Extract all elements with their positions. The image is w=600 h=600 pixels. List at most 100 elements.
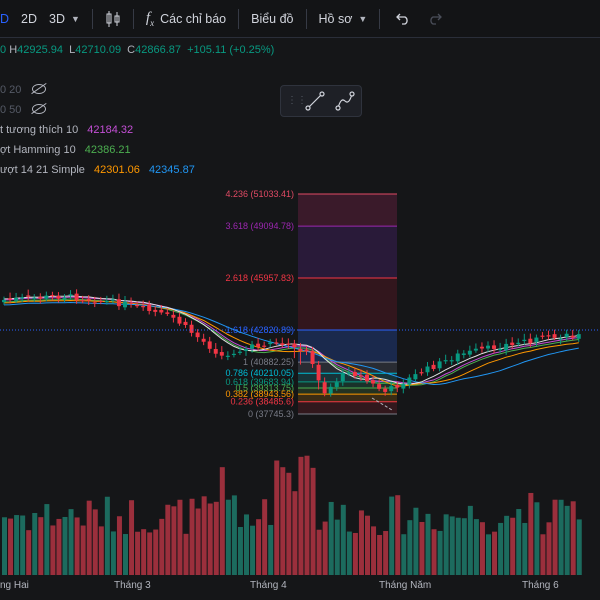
volume-bar — [80, 525, 86, 575]
candle-body — [558, 338, 563, 340]
volume-bar — [473, 519, 479, 575]
moving-average-line — [3, 295, 579, 385]
fib-level-label: 0.618 (39683.94) — [225, 377, 294, 387]
volume-bar — [44, 504, 50, 575]
moving-average-line — [3, 296, 579, 384]
volume-bar — [576, 519, 582, 575]
candle-body — [38, 296, 43, 299]
candle-body — [352, 371, 357, 376]
ma-cross-params: 14 21 Simple — [20, 164, 85, 176]
adaptive-ma-value: 42184.32 — [87, 124, 134, 136]
volume-bar — [389, 496, 395, 575]
volume-bar — [546, 522, 552, 575]
candle-body — [546, 335, 551, 337]
floating-drawing-toolbar[interactable]: ⋮⋮ — [280, 85, 362, 117]
candle-body — [177, 316, 182, 324]
interval-button[interactable]: D — [0, 0, 15, 37]
candle-body — [443, 360, 448, 362]
fib-zone — [298, 381, 397, 389]
trend-line-icon[interactable] — [303, 89, 327, 113]
fib-zone — [298, 401, 397, 414]
indicators-button[interactable]: fx Các chỉ báo — [140, 0, 232, 37]
toolbar-divider — [132, 8, 134, 29]
volume-bar — [401, 534, 407, 575]
candle-body — [552, 334, 557, 338]
hamming-ma-label: ợt Hamming — [0, 144, 61, 156]
redo-button[interactable] — [420, 0, 450, 37]
candle-body — [68, 294, 73, 296]
candle-body — [250, 344, 255, 349]
top-toolbar: D 2D 3D ▼ fx Các chỉ báo Biểu đồ Hồ sơ ▼ — [0, 0, 600, 38]
ma-cross-legend[interactable]: ượt 14 21 Simple 42301.06 42345.87 — [0, 164, 195, 176]
volume-bar — [237, 526, 243, 575]
volume-bar — [177, 499, 183, 575]
interval-2d-button[interactable]: 2D — [15, 0, 43, 37]
volume-bar — [104, 496, 110, 575]
ma-cross-value-2: 42345.87 — [148, 164, 195, 176]
volume-bar — [207, 503, 213, 575]
interval-label: D — [0, 11, 10, 26]
volume-bar — [431, 529, 437, 575]
candle-body — [274, 342, 279, 344]
ma50-label: 0 50 — [0, 104, 22, 116]
candle-body — [268, 342, 273, 345]
profile-label: Hồ sơ — [318, 11, 353, 26]
volume-bar — [110, 531, 116, 575]
candle-body — [280, 343, 285, 346]
candle-body — [310, 350, 315, 364]
candle-body — [74, 293, 79, 301]
volume-bar — [528, 492, 534, 575]
moving-average-line — [3, 299, 579, 387]
interval-3d-button[interactable]: 3D ▼ — [43, 0, 86, 37]
candle-body — [141, 306, 146, 308]
candle-body — [183, 321, 188, 325]
candle-body — [50, 294, 55, 297]
drag-handle-icon[interactable]: ⋮⋮ — [287, 95, 307, 106]
fib-zone — [298, 373, 397, 382]
candle-body — [147, 304, 152, 311]
toolbar-divider — [305, 8, 307, 29]
candle-body — [189, 324, 194, 333]
volume-bar — [153, 529, 159, 575]
candle-body — [413, 374, 418, 380]
candle-body — [516, 342, 521, 344]
undo-button[interactable] — [386, 0, 420, 37]
volume-bar — [32, 512, 38, 575]
candle-body — [522, 339, 527, 341]
volume-bar — [262, 499, 268, 575]
candle-body — [153, 309, 158, 312]
candle-body — [358, 375, 363, 377]
trend-projection-line — [371, 397, 393, 411]
chart-button[interactable]: Biểu đồ — [245, 0, 299, 37]
candle-body — [225, 355, 230, 357]
volume-bar — [304, 455, 310, 575]
candle-body — [425, 366, 430, 373]
adaptive-ma-length: 10 — [65, 124, 79, 136]
volume-bar — [280, 467, 286, 575]
curve-tool-icon[interactable] — [333, 89, 357, 113]
ma50-legend[interactable]: 0 50 — [0, 104, 47, 116]
candle-body — [334, 382, 339, 387]
volume-bar — [213, 501, 219, 575]
adaptive-ma-legend[interactable]: t tương thích 10 42184.32 — [0, 124, 133, 136]
volume-bar — [50, 525, 56, 575]
candle-body — [528, 338, 533, 344]
volume-bar — [358, 510, 364, 575]
volume-bar — [135, 531, 141, 575]
x-axis-label: Tháng 6 — [522, 580, 559, 591]
volume-bar — [123, 534, 128, 575]
eye-off-icon[interactable] — [32, 104, 47, 114]
eye-off-icon[interactable] — [32, 84, 47, 94]
volume-bar — [486, 534, 491, 575]
candle-body — [419, 372, 424, 374]
hamming-ma-legend[interactable]: ợt Hamming 10 42386.21 — [0, 144, 131, 156]
chart-type-button[interactable] — [99, 0, 127, 37]
fib-level-label: 4.236 (51033.41) — [225, 189, 294, 199]
volume-bar — [165, 504, 171, 575]
ma20-legend[interactable]: 0 20 — [0, 84, 47, 96]
fib-level-label: 1.618 (42820.89) — [225, 325, 294, 335]
volume-bar — [2, 517, 7, 575]
volume-bar — [498, 522, 504, 575]
profile-button[interactable]: Hồ sơ ▼ — [313, 0, 374, 37]
fib-level-label: 3.618 (49094.78) — [225, 221, 294, 231]
